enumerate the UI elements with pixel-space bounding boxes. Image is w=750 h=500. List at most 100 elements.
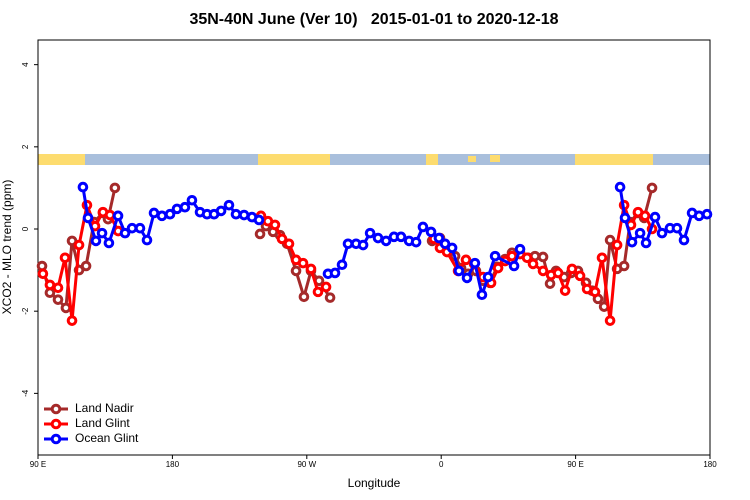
land-ocean-band (38, 154, 710, 165)
point (357, 239, 369, 251)
point (446, 242, 458, 254)
point (372, 232, 384, 244)
point (215, 205, 227, 217)
land-band (575, 154, 653, 165)
point (186, 194, 198, 206)
y-tick-label: -2 (21, 307, 30, 315)
point (626, 236, 638, 248)
plot-frame (37, 39, 711, 456)
point (164, 208, 176, 220)
x-tick-label: 90 E (567, 460, 583, 469)
point (646, 182, 658, 194)
point (103, 237, 115, 249)
point (80, 260, 92, 272)
land-band (258, 154, 330, 165)
point (283, 238, 295, 250)
land-band (426, 154, 438, 165)
point (701, 208, 713, 220)
point (634, 227, 646, 239)
point (37, 268, 49, 280)
legend-label: Land Nadir (75, 401, 134, 415)
point (537, 251, 549, 263)
point (461, 272, 473, 284)
point (141, 234, 153, 246)
legend-label: Ocean Glint (75, 431, 139, 445)
point (527, 258, 539, 270)
point (410, 236, 422, 248)
point (506, 250, 518, 262)
point (489, 250, 501, 262)
point (290, 265, 302, 277)
point (269, 219, 281, 231)
series-line (41, 199, 654, 321)
land-band (468, 156, 476, 162)
x-tick-label: 0 (439, 460, 444, 469)
point (312, 286, 324, 298)
point (693, 210, 705, 222)
point (253, 214, 265, 226)
point (171, 203, 183, 215)
point (589, 286, 601, 298)
point (380, 235, 392, 247)
point (52, 282, 64, 294)
point (90, 235, 102, 247)
x-axis-label: Longitude (348, 476, 401, 490)
point (574, 270, 586, 282)
point (119, 227, 131, 239)
point (678, 234, 690, 246)
x-tick-label: 180 (703, 460, 717, 469)
legend-marker (50, 433, 62, 445)
legend-marker (50, 418, 62, 430)
point (305, 263, 317, 275)
point (417, 221, 429, 233)
point (460, 254, 472, 266)
point (297, 257, 309, 269)
point (649, 211, 661, 223)
point (433, 232, 445, 244)
point (544, 278, 556, 289)
point (639, 210, 651, 222)
point (395, 231, 407, 243)
point (521, 252, 533, 264)
point (44, 279, 56, 291)
point (671, 222, 683, 234)
point (604, 315, 616, 326)
point (492, 262, 504, 274)
legend-marker (50, 403, 62, 415)
point (73, 239, 85, 251)
point (82, 212, 94, 224)
point (559, 285, 571, 296)
point (179, 201, 191, 213)
point (482, 271, 494, 283)
land-band (38, 154, 85, 165)
y-tick-label: 2 (21, 144, 30, 149)
x-tick-label: 90 E (30, 460, 46, 469)
y-tick-label: 0 (21, 226, 30, 231)
point (596, 252, 608, 264)
point (230, 208, 242, 220)
point (320, 281, 332, 293)
point (476, 289, 488, 301)
point (656, 227, 668, 239)
y-tick-label: 4 (21, 62, 30, 67)
point (60, 302, 72, 314)
point (566, 263, 578, 275)
point (453, 265, 465, 277)
point (329, 267, 341, 279)
point (324, 292, 336, 303)
point (425, 226, 437, 238)
point (364, 227, 376, 239)
point (156, 210, 168, 222)
point (59, 252, 71, 264)
point (552, 267, 564, 279)
point (611, 239, 623, 251)
point (537, 265, 549, 277)
point (254, 228, 266, 240)
point (618, 260, 630, 272)
point (619, 212, 631, 224)
ocean-band (38, 154, 710, 165)
legend-label: Land Glint (75, 416, 130, 430)
point (96, 227, 108, 239)
y-axis-label: XCO2 - MLO trend (ppm) (0, 180, 14, 315)
point (66, 315, 78, 326)
